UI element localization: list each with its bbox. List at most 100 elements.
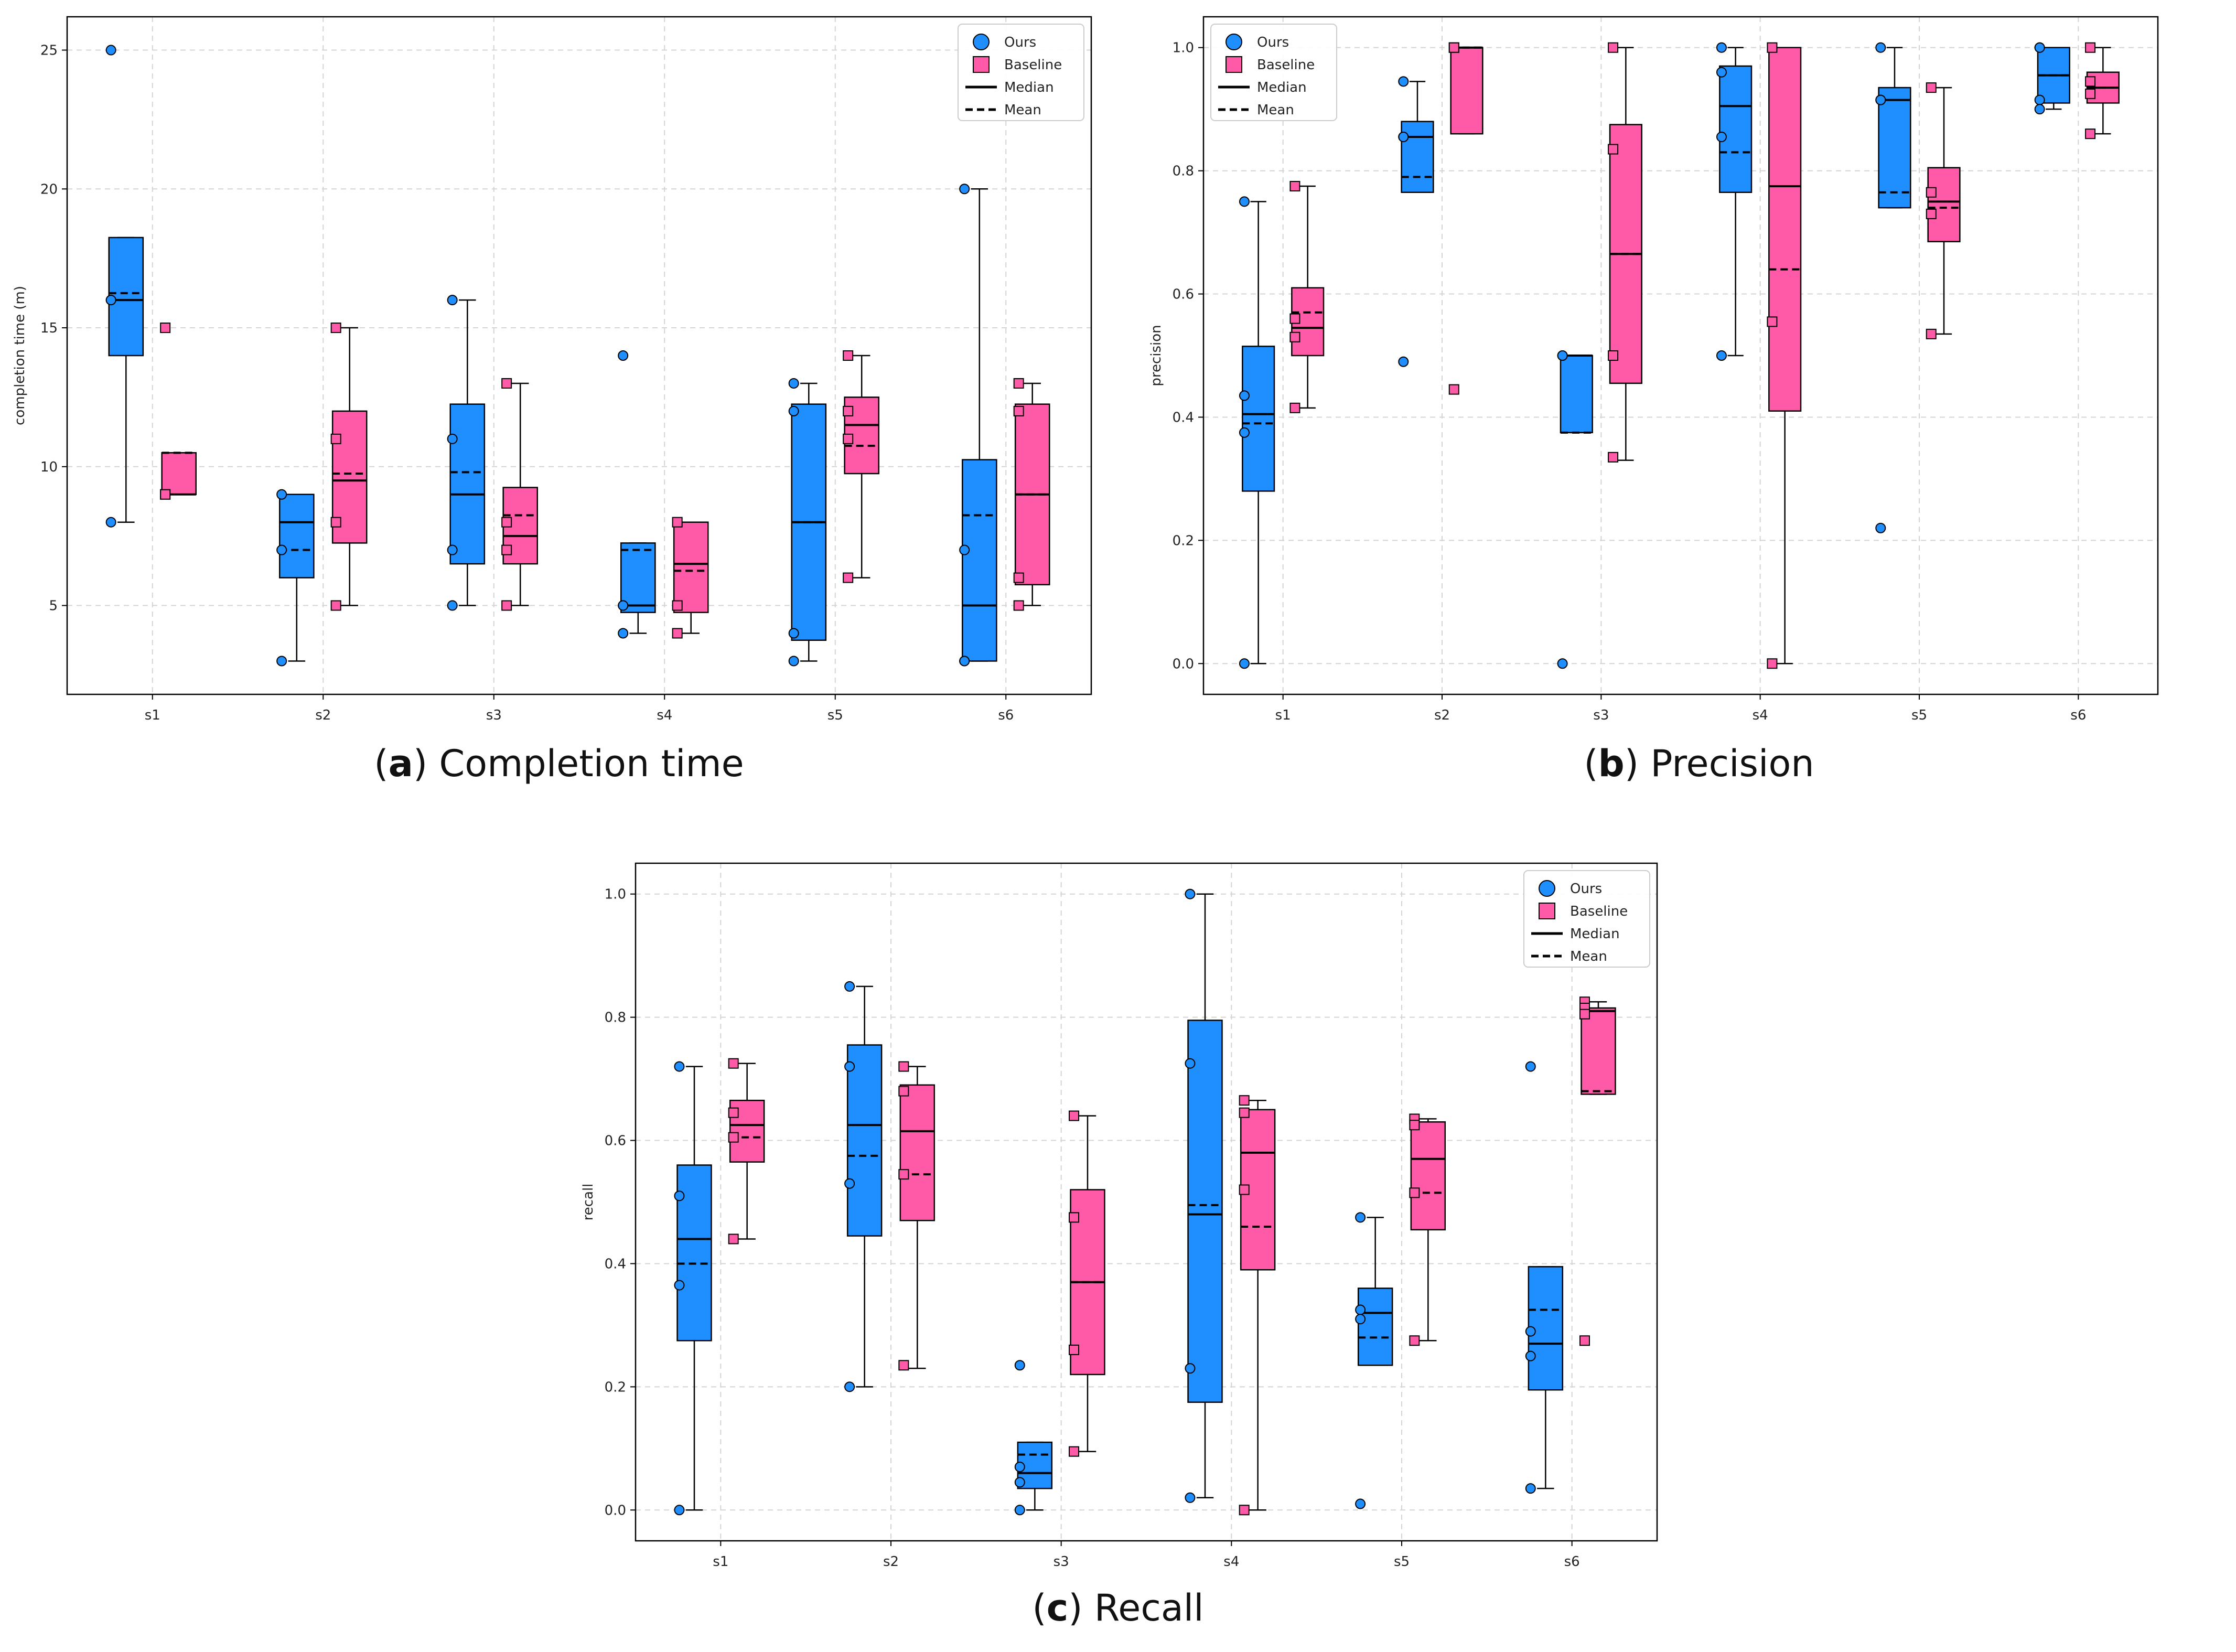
y-axis-label: recall xyxy=(580,1184,596,1221)
legend-ours-marker xyxy=(1226,34,1242,50)
ours-data-point xyxy=(447,544,458,555)
y-tick-label: 1.0 xyxy=(1173,40,1194,56)
x-tick-label-s4: s4 xyxy=(657,707,672,723)
caption-open-paren: ( xyxy=(1032,1586,1046,1629)
baseline-data-point xyxy=(501,544,512,555)
baseline-data-point xyxy=(1767,316,1778,327)
legend: Ours Baseline Median Mean xyxy=(1523,870,1650,968)
ours-data-point xyxy=(1355,1314,1366,1325)
ours-data-point xyxy=(1014,1360,1025,1371)
baseline-data-point xyxy=(1409,1335,1420,1346)
box-iqr xyxy=(1187,1020,1223,1403)
ours-data-point xyxy=(1716,42,1727,53)
box-iqr xyxy=(1768,47,1802,412)
caption-close-paren: ) xyxy=(413,742,427,785)
x-tick-label-s6: s6 xyxy=(1564,1554,1580,1570)
baseline-data-point xyxy=(672,600,683,611)
baseline-box-s2 xyxy=(898,1061,936,1371)
plot-frame xyxy=(1202,16,2159,695)
legend-ours-label: Ours xyxy=(1570,881,1602,897)
baseline-box-s6 xyxy=(1579,996,1616,1346)
ours-box-s1 xyxy=(105,45,144,528)
box-iqr xyxy=(1450,47,1484,135)
box-iqr xyxy=(620,542,656,614)
baseline-data-point xyxy=(898,1169,909,1180)
ours-data-point xyxy=(1875,42,1886,53)
y-tick-label: 0.2 xyxy=(1173,533,1194,549)
x-tick-label-s2: s2 xyxy=(883,1554,899,1570)
ours-data-point xyxy=(1716,350,1727,361)
box-iqr xyxy=(1719,65,1753,193)
box-iqr xyxy=(673,521,709,614)
ours-data-point xyxy=(1185,888,1196,899)
baseline-data-point xyxy=(2085,76,2096,87)
legend-mean-label: Mean xyxy=(1257,102,1294,118)
baseline-box-s4 xyxy=(1767,42,1802,669)
legend-median-label: Median xyxy=(1257,80,1307,95)
plot-frame xyxy=(66,16,1092,695)
ours-data-point xyxy=(618,350,629,361)
ours-data-point xyxy=(1239,658,1250,669)
y-axis-label: completion time (m) xyxy=(12,286,28,425)
caption: (a) Completion time xyxy=(374,742,744,785)
baseline-data-point xyxy=(898,1061,909,1072)
baseline-data-point xyxy=(728,1233,739,1245)
ours-data-point xyxy=(1239,427,1250,438)
baseline-data-point xyxy=(728,1058,739,1069)
ours-box-s3 xyxy=(447,295,486,611)
y-tick-label: 0.4 xyxy=(605,1256,626,1272)
ours-data-point xyxy=(788,378,799,389)
box-iqr xyxy=(1560,355,1593,434)
ours-data-point xyxy=(1014,1505,1025,1516)
ours-data-point xyxy=(105,517,116,528)
caption: (b) Precision xyxy=(1584,742,1814,785)
ours-data-point xyxy=(844,1061,855,1072)
box-iqr xyxy=(676,1164,712,1342)
legend-baseline-label: Baseline xyxy=(1004,57,1062,73)
baseline-data-point xyxy=(1608,42,1619,53)
ours-data-point xyxy=(2034,42,2045,53)
legend: Ours Baseline Median Mean xyxy=(958,24,1084,121)
baseline-box-s5 xyxy=(1409,1113,1446,1346)
baseline-data-point xyxy=(501,378,512,389)
box-iqr xyxy=(278,494,315,578)
x-tick-label-s2: s2 xyxy=(1434,707,1450,723)
ours-data-point xyxy=(1716,67,1727,78)
x-tick-label-s5: s5 xyxy=(1394,1554,1410,1570)
y-tick-label: 0.6 xyxy=(1173,287,1194,303)
ours-data-point xyxy=(844,1178,855,1189)
baseline-data-point xyxy=(1289,331,1300,342)
caption-title: Recall xyxy=(1083,1586,1204,1629)
ours-box-s2 xyxy=(1398,76,1434,367)
ours-data-point xyxy=(1398,356,1409,367)
baseline-data-point xyxy=(843,572,854,583)
chart-panel-c: 0.0 0.2 0.4 0.6 0.8 1.0 s1 s2 s3 s4 s5 s6 recall Ours… xyxy=(580,862,1658,1629)
box-iqr xyxy=(1581,1007,1616,1095)
baseline-box-s1 xyxy=(160,323,197,500)
baseline-box-s2 xyxy=(330,323,368,611)
ours-data-point xyxy=(1875,94,1886,105)
legend-ours-label: Ours xyxy=(1004,35,1036,50)
baseline-box-s2 xyxy=(1448,42,1484,395)
baseline-data-point xyxy=(672,517,683,528)
ours-data-point xyxy=(1398,76,1409,87)
x-tick-label-s4: s4 xyxy=(1753,707,1768,723)
box-iqr xyxy=(961,459,997,662)
ours-box-s3 xyxy=(1014,1360,1053,1516)
baseline-data-point xyxy=(1069,1344,1080,1355)
baseline-data-point xyxy=(501,517,512,528)
ours-data-point xyxy=(1716,132,1727,143)
y-tick-label: 0.8 xyxy=(1173,164,1194,179)
baseline-data-point xyxy=(1767,42,1778,53)
legend: Ours Baseline Median Mean xyxy=(1210,24,1337,121)
ours-data-point xyxy=(1525,1350,1536,1361)
ours-data-point xyxy=(1185,1058,1196,1069)
ours-data-point xyxy=(1014,1462,1025,1473)
caption-letter: b xyxy=(1598,742,1625,785)
x-tick-label-s1: s1 xyxy=(145,707,160,723)
baseline-data-point xyxy=(1608,452,1619,463)
baseline-data-point xyxy=(728,1107,739,1118)
baseline-data-point xyxy=(898,1086,909,1097)
baseline-data-point xyxy=(2085,88,2096,99)
